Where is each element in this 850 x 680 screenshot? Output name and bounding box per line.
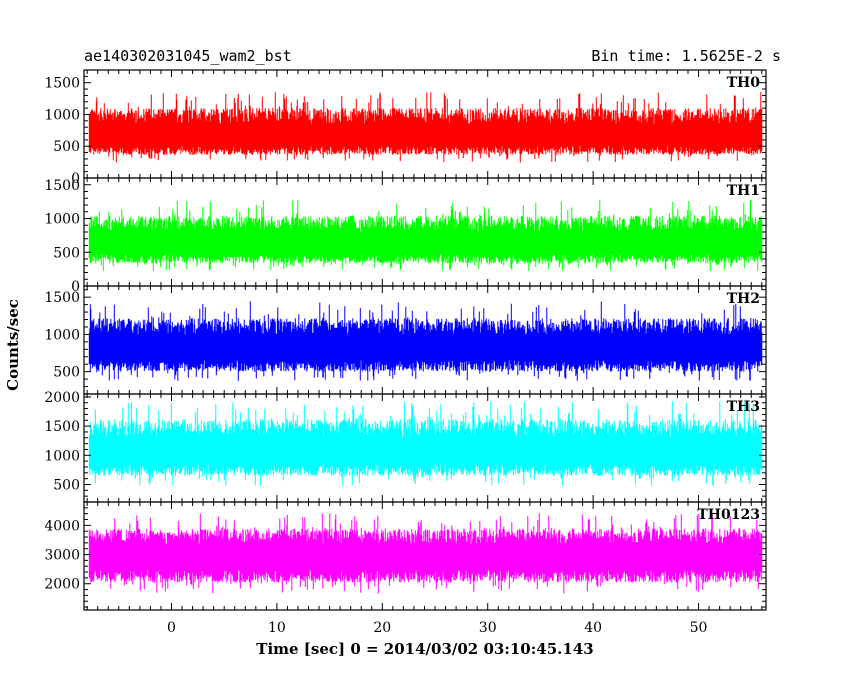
time-axis: 0 10 20 30 40 50 bbox=[167, 620, 707, 636]
panel-label: TH3 bbox=[727, 399, 760, 415]
y-tick-label: 0 bbox=[71, 171, 80, 187]
x-tick-label: 50 bbox=[690, 620, 708, 636]
y-tick-label: 1000 bbox=[44, 212, 80, 228]
panel-frame bbox=[83, 501, 767, 611]
panel-label: TH0 bbox=[727, 75, 761, 91]
x-tick-label: 40 bbox=[584, 620, 602, 636]
panel-th2: 500 1000 1500 TH2 bbox=[44, 285, 767, 395]
panel-stack: 0 500 1000 1500 TH0 0 500 1000 1500 TH1 500 1000 150… bbox=[44, 69, 767, 611]
series-th2 bbox=[88, 301, 763, 381]
panel-th3: 500 1000 1500 2000 TH3 bbox=[44, 390, 767, 503]
x-tick-label: 0 bbox=[167, 620, 176, 636]
y-tick-label: 500 bbox=[53, 139, 80, 155]
y-tick-label: 1500 bbox=[44, 178, 80, 194]
x-tick-label: 30 bbox=[479, 620, 497, 636]
panel-label: TH2 bbox=[727, 291, 760, 307]
y-tick-label: 1000 bbox=[44, 107, 80, 123]
y-tick-label: 4000 bbox=[44, 518, 80, 534]
x-axis-label: Time [sec] 0 = 2014/03/02 03:10:45.143 bbox=[256, 640, 593, 658]
panel-label: TH1 bbox=[727, 183, 760, 199]
y-tick-label: 1000 bbox=[44, 327, 80, 343]
figure-title: ae140302031045_wam2_bst bbox=[84, 47, 292, 65]
x-tick-label: 20 bbox=[373, 620, 391, 636]
panel-th0123: 2000 3000 4000 TH0123 bbox=[44, 501, 767, 611]
y-tick-label: 0 bbox=[71, 279, 80, 295]
panel-label: TH0123 bbox=[697, 507, 760, 523]
y-tick-label: 1500 bbox=[44, 76, 80, 92]
series-th1 bbox=[88, 200, 763, 271]
series-th3 bbox=[88, 400, 763, 486]
bin-time-label: Bin time: 1.5625E-2 s bbox=[591, 47, 781, 65]
y-tick-label: 500 bbox=[53, 245, 80, 261]
y-tick-label: 1500 bbox=[44, 290, 80, 306]
y-tick-label: 500 bbox=[53, 477, 80, 493]
y-tick-label: 1500 bbox=[44, 419, 80, 435]
y-tick-label: 3000 bbox=[44, 548, 80, 564]
series-th0123 bbox=[88, 513, 763, 594]
y-tick-label: 1000 bbox=[44, 448, 80, 464]
series-th0 bbox=[88, 92, 763, 163]
y-tick-label: 500 bbox=[53, 365, 80, 381]
panel-th0: 0 500 1000 1500 TH0 bbox=[44, 69, 767, 187]
x-tick-label: 10 bbox=[268, 620, 286, 636]
y-tick-label: 2000 bbox=[44, 390, 80, 406]
panel-th1: 0 500 1000 1500 TH1 bbox=[44, 177, 767, 295]
y-tick-label: 2000 bbox=[44, 577, 80, 593]
y-axis-label: Counts/sec bbox=[4, 299, 22, 391]
